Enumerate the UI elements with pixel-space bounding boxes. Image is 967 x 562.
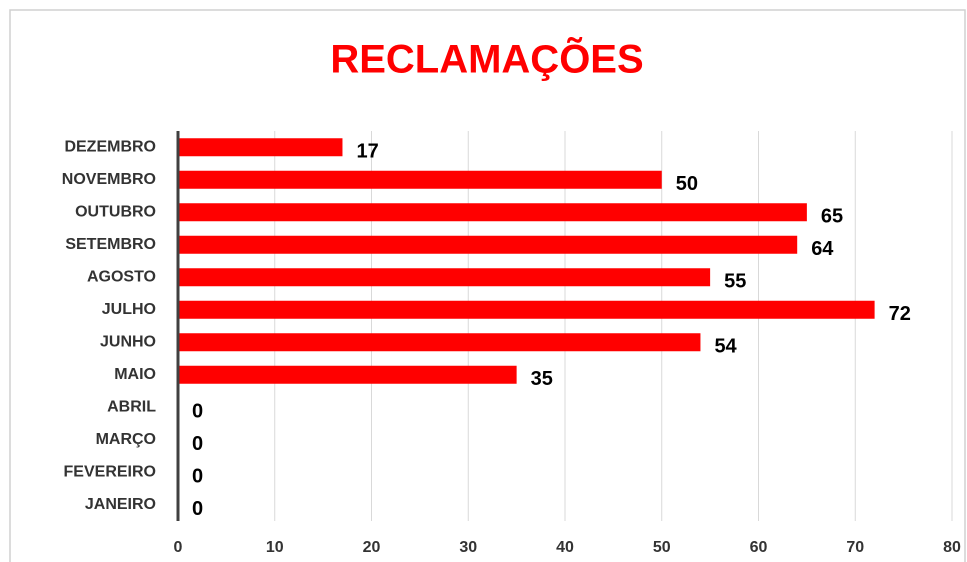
x-tick-label: 30: [459, 539, 477, 556]
chart-title: RECLAMAÇÕES: [330, 36, 643, 82]
data-label: 17: [356, 141, 378, 163]
data-label: 0: [192, 401, 203, 423]
y-tick-label: AGOSTO: [87, 268, 156, 285]
x-tick-label: 0: [174, 539, 183, 556]
bar: [178, 268, 711, 287]
x-tick-label: 40: [556, 539, 574, 556]
x-tick-label: 20: [363, 539, 381, 556]
data-label: 0: [192, 466, 203, 488]
data-label: 54: [714, 336, 737, 358]
y-tick-label: SETEMBRO: [65, 236, 156, 253]
y-tick-label: ABRIL: [107, 398, 156, 415]
x-tick-label: 10: [266, 539, 284, 556]
x-tick-label: 80: [943, 539, 961, 556]
x-tick-label: 50: [653, 539, 671, 556]
x-tick-label: 60: [750, 539, 768, 556]
data-label: 55: [724, 271, 746, 293]
data-label: 0: [192, 433, 203, 455]
bar: [178, 138, 343, 157]
y-tick-label: MAIO: [114, 366, 156, 383]
y-tick-label: JUNHO: [100, 333, 156, 350]
y-tick-label: NOVEMBRO: [62, 171, 156, 188]
data-label: 64: [811, 238, 834, 260]
data-label: 35: [531, 368, 553, 390]
y-tick-label: JANEIRO: [85, 496, 156, 513]
y-tick-label: FEVEREIRO: [64, 463, 156, 480]
bar: [178, 203, 807, 222]
bar: [178, 170, 662, 189]
bar: [178, 235, 798, 254]
bar: [178, 365, 517, 384]
data-label: 0: [192, 498, 203, 520]
data-label: 50: [676, 173, 698, 195]
x-tick-label: 70: [846, 539, 864, 556]
y-tick-label: JULHO: [102, 301, 156, 318]
y-tick-label: DEZEMBRO: [64, 138, 156, 155]
bar: [178, 333, 701, 352]
bar: [178, 300, 875, 319]
y-tick-label: OUTUBRO: [75, 203, 156, 220]
data-label: 65: [821, 206, 843, 228]
y-tick-label: MARÇO: [96, 431, 156, 448]
chart-border: [9, 9, 966, 562]
data-label: 72: [889, 303, 911, 325]
